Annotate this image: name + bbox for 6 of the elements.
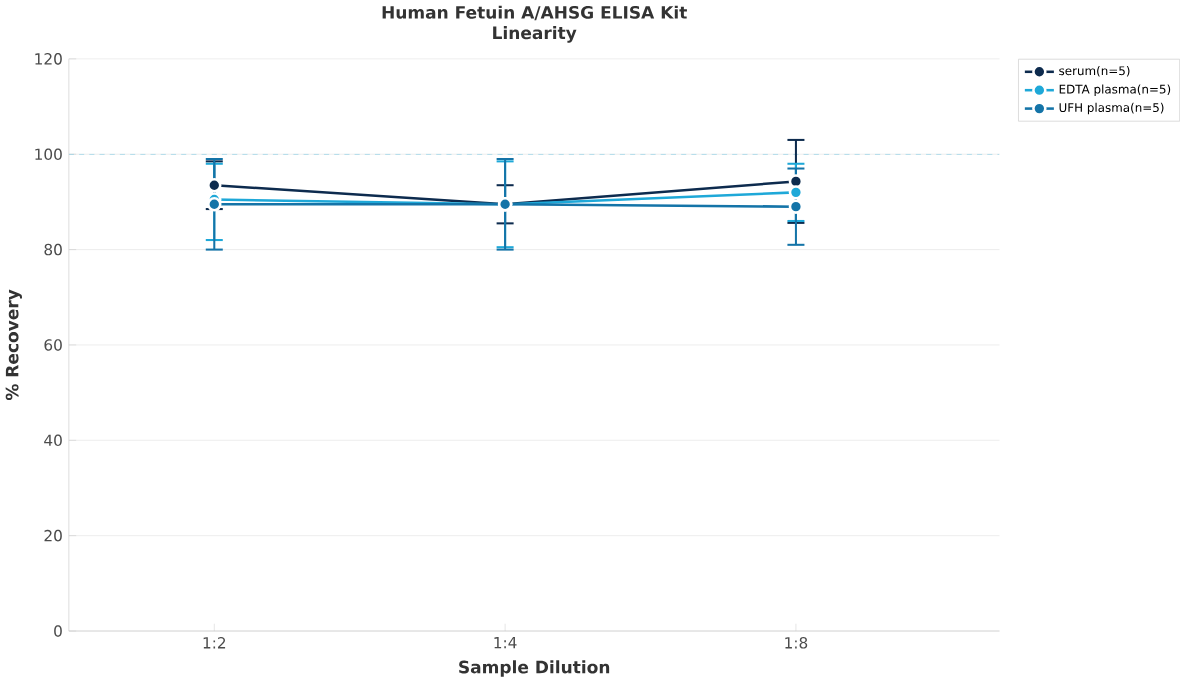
point	[207, 196, 222, 212]
x-axis-title: Sample Dilution	[459, 660, 610, 677]
chart-title: Human Fetuin A/AHSG ELISA Kit	[382, 5, 687, 20]
point	[207, 177, 222, 193]
y-axis-title: % Recovery	[5, 289, 22, 400]
chart-subtitle: Linearity	[493, 25, 577, 43]
